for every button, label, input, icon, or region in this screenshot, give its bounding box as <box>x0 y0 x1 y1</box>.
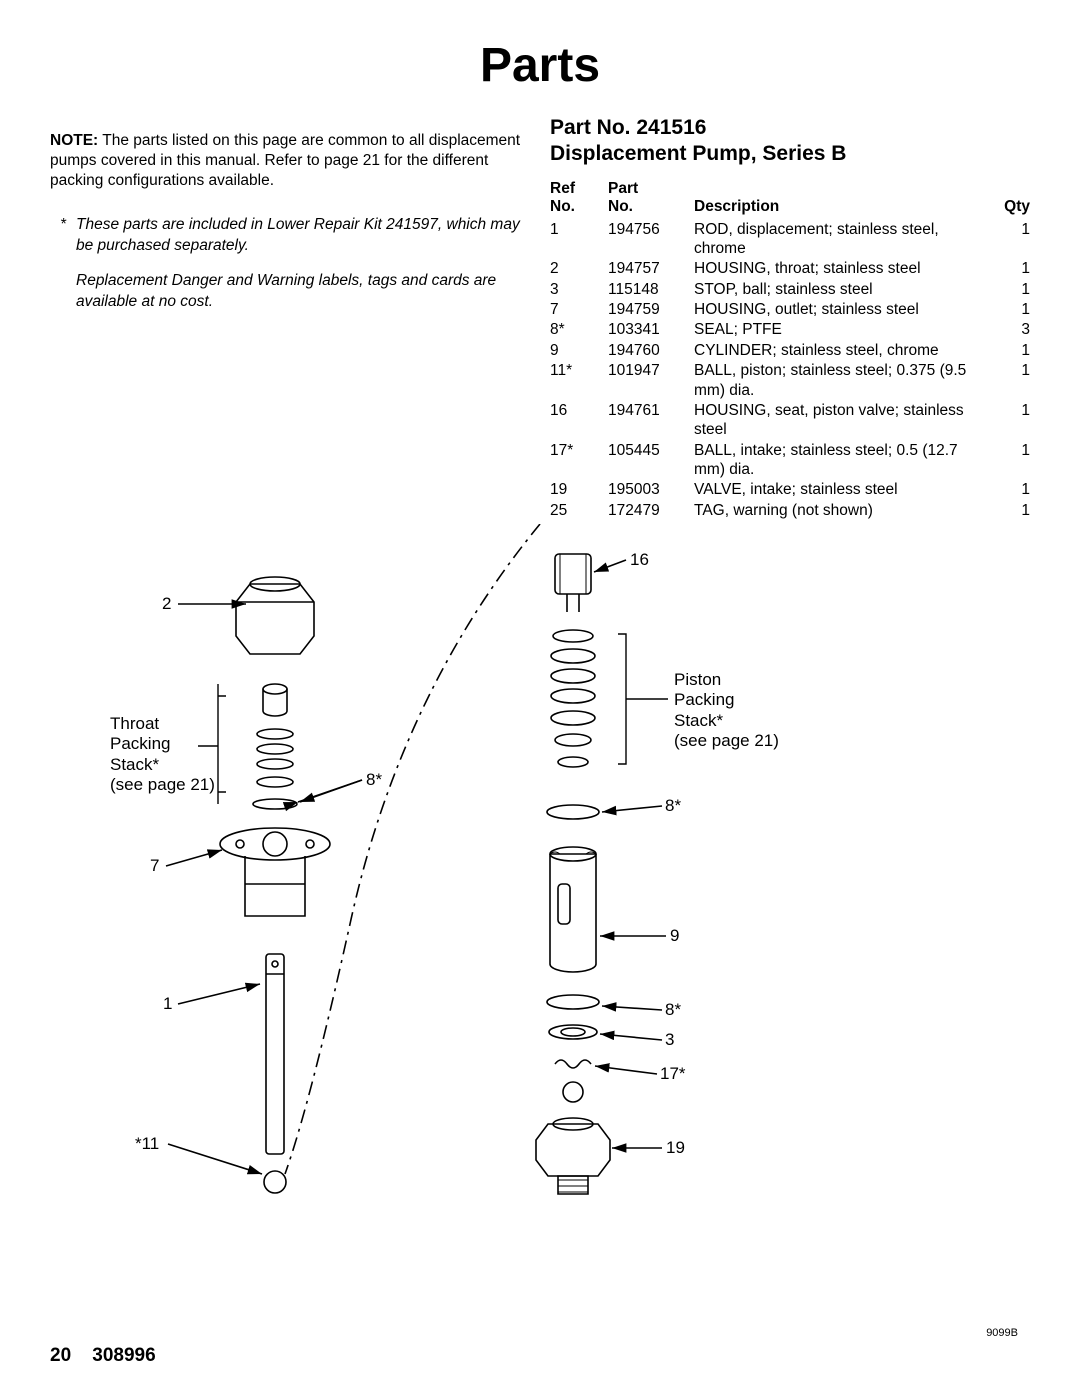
cell-desc: HOUSING, throat; stainless steel <box>694 259 992 279</box>
cell-partno: 194761 <box>608 401 694 441</box>
part-heading-line: Displacement Pump, Series B <box>550 141 1030 167</box>
footnote-text: Replacement Danger and Warning labels, t… <box>76 271 530 313</box>
cell-desc: CYLINDER; stainless steel, chrome <box>694 341 992 361</box>
cell-qty: 1 <box>992 259 1030 279</box>
table-row: 19195003VALVE, intake; stainless steel1 <box>550 480 1030 500</box>
callout-17: 17* <box>660 1064 686 1084</box>
cell-desc: ROD, displacement; stainless steel, chro… <box>694 220 992 260</box>
cell-qty: 1 <box>992 220 1030 260</box>
cell-partno: 194757 <box>608 259 694 279</box>
cell-ref: 7 <box>550 300 608 320</box>
cell-ref: 8* <box>550 320 608 340</box>
cell-partno: 115148 <box>608 280 694 300</box>
callout-16: 16 <box>630 550 649 570</box>
callout-8b: 8* <box>665 796 681 816</box>
footnote-marker: * <box>50 215 76 257</box>
cell-partno: 103341 <box>608 320 694 340</box>
page-footer: 20 308996 <box>50 1345 156 1367</box>
callout-8c: 8* <box>665 1000 681 1020</box>
th-qty: Qty <box>992 180 1030 220</box>
th-desc: Description <box>694 180 992 220</box>
cell-qty: 1 <box>992 441 1030 481</box>
exploded-diagram: 16 2 Throat Packing Stack* (see page 21)… <box>50 524 1030 1314</box>
footer-doc: 308996 <box>92 1345 155 1366</box>
cell-ref: 11* <box>550 361 608 401</box>
cell-partno: 101947 <box>608 361 694 401</box>
cell-partno: 105445 <box>608 441 694 481</box>
diagram-svg <box>50 524 1030 1314</box>
table-row: 7194759HOUSING, outlet; stainless steel1 <box>550 300 1030 320</box>
cell-partno: 194759 <box>608 300 694 320</box>
cell-desc: SEAL; PTFE <box>694 320 992 340</box>
note-label: NOTE: <box>50 132 98 149</box>
cell-qty: 1 <box>992 341 1030 361</box>
cell-desc: BALL, piston; stainless steel; 0.375 (9.… <box>694 361 992 401</box>
callout-7: 7 <box>150 856 159 876</box>
table-row: 9194760CYLINDER; stainless steel, chrome… <box>550 341 1030 361</box>
table-row: 1194756ROD, displacement; stainless stee… <box>550 220 1030 260</box>
cell-ref: 1 <box>550 220 608 260</box>
cell-desc: BALL, intake; stainless steel; 0.5 (12.7… <box>694 441 992 481</box>
footnote-marker <box>50 271 76 313</box>
cell-desc: VALVE, intake; stainless steel <box>694 480 992 500</box>
cell-desc: TAG, warning (not shown) <box>694 501 992 521</box>
callout-8a: 8* <box>366 770 382 790</box>
part-heading: Part No. 241516 Displacement Pump, Serie… <box>550 115 1030 168</box>
cell-qty: 1 <box>992 501 1030 521</box>
table-row: 8*103341SEAL; PTFE3 <box>550 320 1030 340</box>
cell-partno: 194756 <box>608 220 694 260</box>
cell-partno: 172479 <box>608 501 694 521</box>
cell-qty: 1 <box>992 480 1030 500</box>
cell-qty: 1 <box>992 280 1030 300</box>
cell-ref: 3 <box>550 280 608 300</box>
cell-desc: HOUSING, seat, piston valve; stainless s… <box>694 401 992 441</box>
cell-ref: 2 <box>550 259 608 279</box>
footer-page: 20 <box>50 1345 71 1366</box>
cell-desc: STOP, ball; stainless steel <box>694 280 992 300</box>
cell-partno: 194760 <box>608 341 694 361</box>
callout-2: 2 <box>162 594 171 614</box>
callout-11: *11 <box>135 1134 159 1154</box>
callout-1: 1 <box>163 994 172 1014</box>
table-row: 25172479TAG, warning (not shown)1 <box>550 501 1030 521</box>
cell-qty: 3 <box>992 320 1030 340</box>
footnote-row: Replacement Danger and Warning labels, t… <box>50 271 530 313</box>
figure-number: 9099B <box>986 1327 1018 1339</box>
callout-throat-stack: Throat Packing Stack* (see page 21) <box>110 714 215 796</box>
cell-qty: 1 <box>992 401 1030 441</box>
footnote-row: * These parts are included in Lower Repa… <box>50 215 530 257</box>
callout-piston-stack: Piston Packing Stack* (see page 21) <box>674 670 779 752</box>
table-row: 2194757HOUSING, throat; stainless steel1 <box>550 259 1030 279</box>
footnote-text: These parts are included in Lower Repair… <box>76 215 530 257</box>
table-row: 17*105445BALL, intake; stainless steel; … <box>550 441 1030 481</box>
cell-ref: 16 <box>550 401 608 441</box>
cell-ref: 9 <box>550 341 608 361</box>
note-body: The parts listed on this page are common… <box>50 132 520 189</box>
cell-qty: 1 <box>992 300 1030 320</box>
cell-ref: 25 <box>550 501 608 521</box>
callout-3: 3 <box>665 1030 674 1050</box>
table-row: 3115148STOP, ball; stainless steel1 <box>550 280 1030 300</box>
cell-ref: 17* <box>550 441 608 481</box>
th-partno: PartNo. <box>608 180 694 220</box>
page-title: Parts <box>50 38 1030 93</box>
table-row: 16194761HOUSING, seat, piston valve; sta… <box>550 401 1030 441</box>
cell-partno: 195003 <box>608 480 694 500</box>
parts-table: RefNo. PartNo. Description Qty 1194756RO… <box>550 180 1030 522</box>
cell-desc: HOUSING, outlet; stainless steel <box>694 300 992 320</box>
note-paragraph: NOTE: The parts listed on this page are … <box>50 131 530 191</box>
table-row: 11*101947BALL, piston; stainless steel; … <box>550 361 1030 401</box>
cell-ref: 19 <box>550 480 608 500</box>
callout-9: 9 <box>670 926 679 946</box>
th-ref: RefNo. <box>550 180 608 220</box>
cell-qty: 1 <box>992 361 1030 401</box>
part-heading-line: Part No. 241516 <box>550 115 1030 141</box>
footnotes: * These parts are included in Lower Repa… <box>50 215 530 313</box>
callout-19: 19 <box>666 1138 685 1158</box>
